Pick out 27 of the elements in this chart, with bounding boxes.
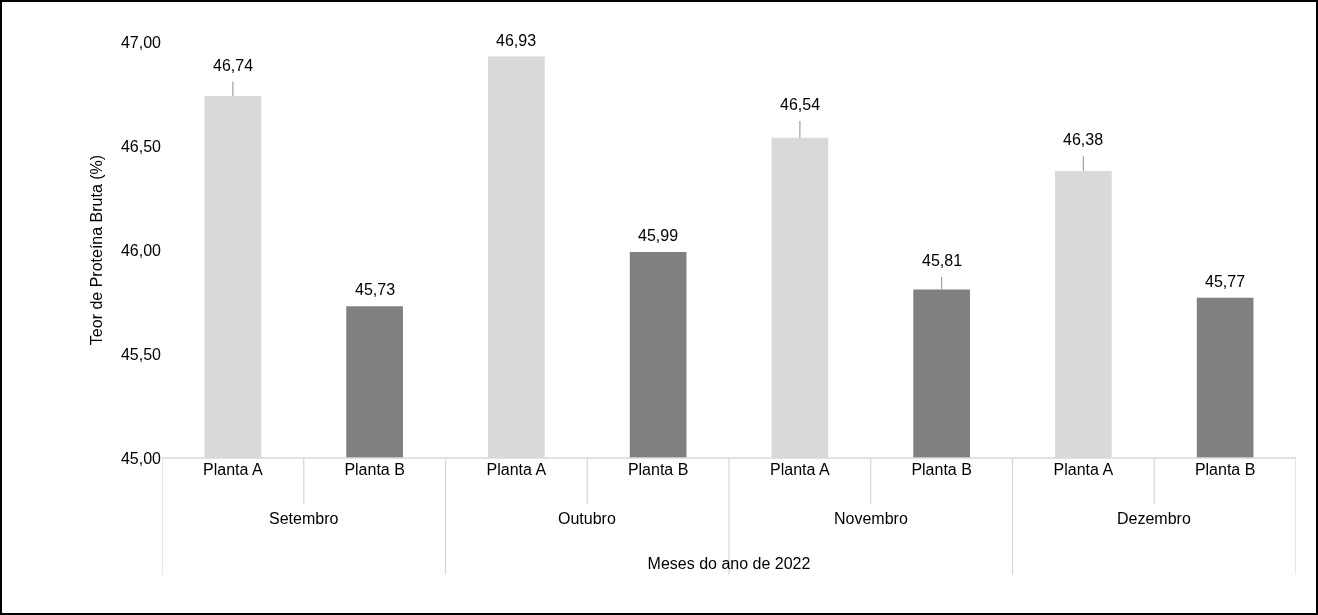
x-tick-label: Planta A [203, 461, 264, 478]
x-tick-label: Planta A [486, 461, 547, 478]
text: Outubro [558, 510, 616, 527]
text: Dezembro [1117, 510, 1191, 527]
x-tick-label: Planta B [911, 461, 972, 478]
y-tick-label: 45,00 [120, 449, 162, 467]
x-tick-label: Planta B [627, 461, 689, 478]
data-label: 45,77 [1205, 273, 1246, 290]
y-axis-title: Teor de Proteína Bruta (%) [87, 154, 105, 346]
y-tick-label: 45,50 [120, 345, 162, 363]
data-label: 45,81 [922, 252, 963, 269]
y-tick-label: 46,00 [120, 241, 162, 259]
x-tick-label: Planta B [344, 461, 405, 478]
x-tick-label: Planta A [770, 461, 831, 478]
text: Setembro [269, 510, 339, 527]
y-tick-label: 47,00 [120, 33, 162, 51]
data-label: 45,73 [355, 281, 396, 298]
y-tick-label: 46,50 [120, 137, 162, 155]
x-tick-label: Planta B [1194, 461, 1256, 478]
x-tick-label: Planta A [1053, 461, 1114, 478]
data-label: 46,38 [1063, 131, 1104, 148]
data-label: 45,99 [638, 227, 679, 244]
data-label: 46,93 [496, 32, 537, 49]
data-label: 46,54 [780, 96, 821, 113]
x-axis-title: Meses do ano de 2022 [647, 554, 811, 572]
text: Novembro [834, 510, 908, 527]
data-label: 46,74 [213, 57, 254, 74]
